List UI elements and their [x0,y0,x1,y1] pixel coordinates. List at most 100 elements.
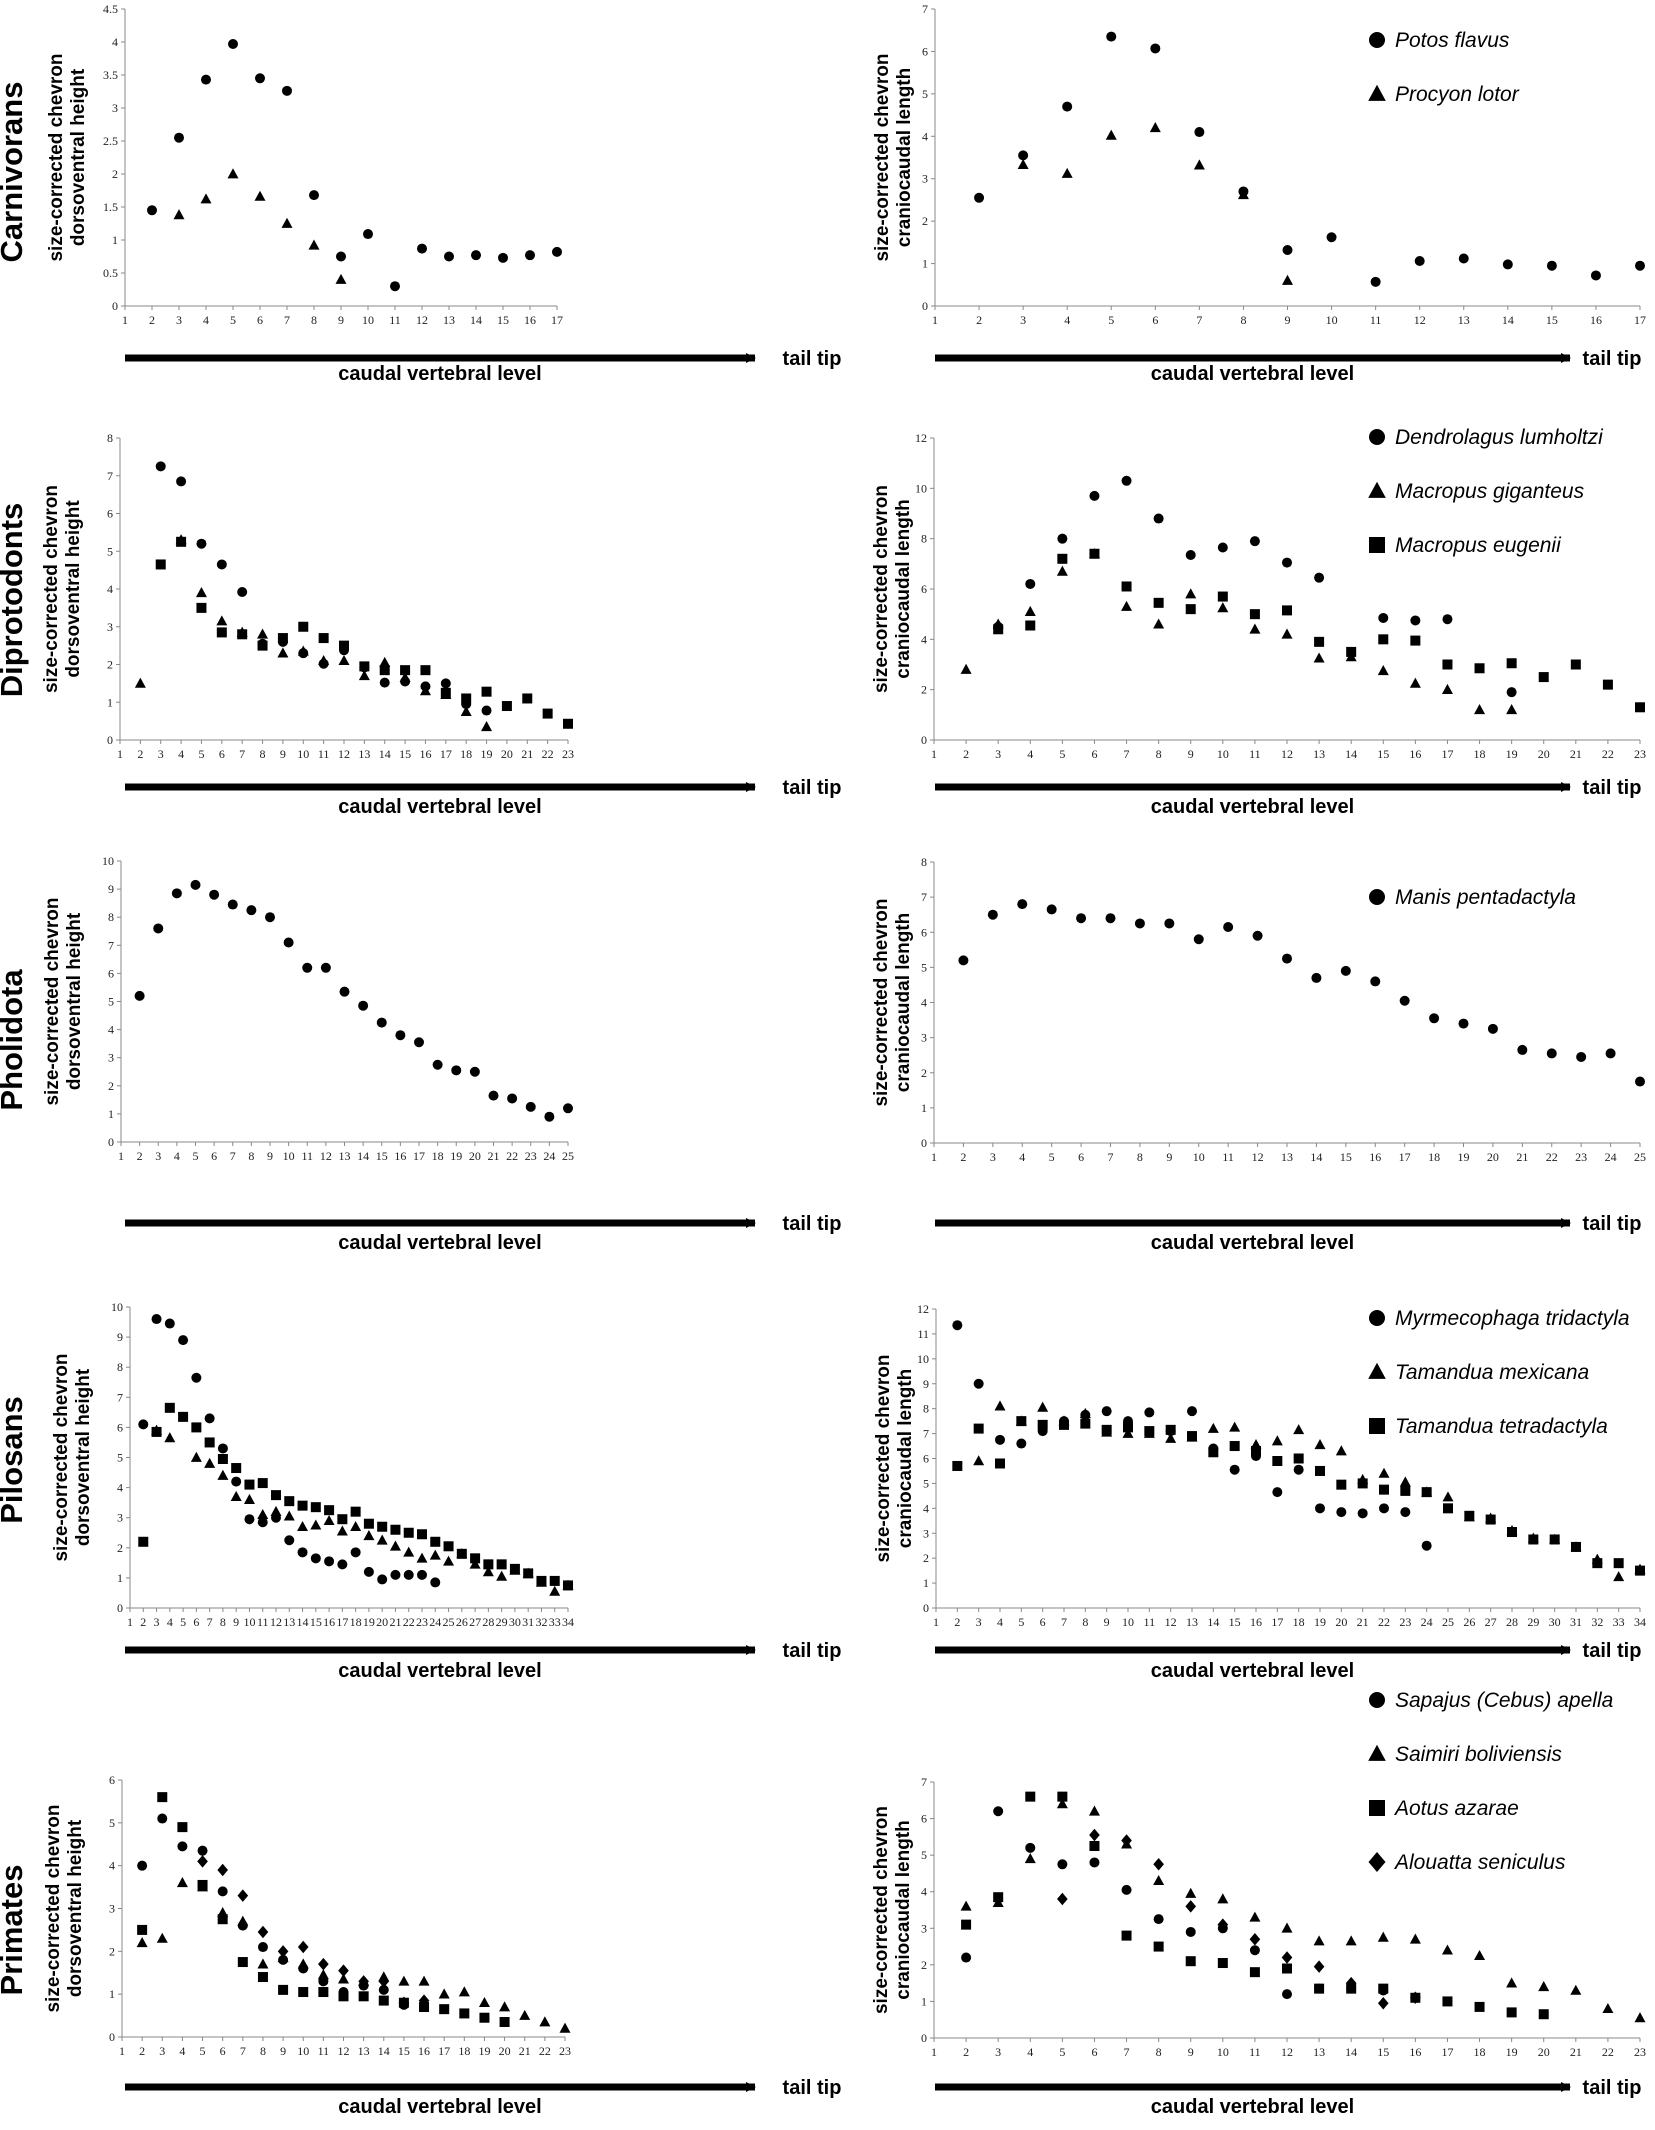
data-point-square [403,1527,414,1538]
legend: Manis pentadactyla [1369,886,1576,909]
legend-marker-circle [1369,429,1385,445]
data-point-circle [440,678,451,689]
x-tick-label: 14 [378,2044,390,2058]
x-tick-label: 13 [1313,2045,1325,2059]
data-point-square [479,2012,490,2023]
data-point-circle [1229,1464,1240,1475]
data-point-triangle [323,1514,335,1526]
data-point-square [1025,1791,1036,1802]
legend: Sapajus (Cebus) apella Saimiri boliviensi… [1368,1689,1613,1874]
x-tick-label: 12 [338,2044,350,2058]
x-tick-label: 8 [220,1615,226,1629]
x-tick-label: 4 [167,1615,173,1629]
x-tick-label: 4 [1027,747,1033,761]
x-tick-label: 14 [470,313,482,327]
y-tick-label: 4 [922,129,928,143]
x-tick-label: 26 [1463,1615,1475,1629]
y-axis-label: size-corrected chevron [42,897,63,1105]
data-point-square [1121,1930,1132,1941]
x-tick-label: 8 [1156,747,1162,761]
x-tick-label: 2 [139,2044,145,2058]
x-tick-label: 17 [440,747,452,761]
data-point-circle [987,909,998,920]
data-point-square [456,1548,467,1559]
x-tick-label: 34 [562,1615,574,1629]
data-point-circle [320,962,331,973]
x-tick-label: 16 [1250,1615,1262,1629]
x-tick-label: 22 [539,2044,551,2058]
x-tick-label: 2 [137,747,143,761]
data-point-triangle [1207,1422,1219,1433]
data-point-circle [498,252,508,263]
y-tick-label: 3 [117,1511,123,1525]
x-tick-label: 23 [1399,1615,1411,1629]
y-tick-label: 0 [922,299,928,313]
data-point-square [1229,1441,1240,1452]
x-tick-label: 11 [1222,1150,1234,1164]
y-tick-label: 6 [921,1812,927,1826]
x-tick-label: 18 [1474,2045,1486,2059]
x-tick-label: 9 [1285,313,1291,327]
x-tick-label: 2 [140,1615,146,1629]
data-point-triangle [1024,605,1036,616]
data-point-triangle [1570,1984,1582,1995]
tail-tip-label: tail tip [1583,348,1642,370]
x-tick-label: 5 [1049,1150,1055,1164]
x-tick-label: 9 [267,1149,273,1163]
y-tick-label: 2 [921,1066,927,1080]
y-tick-label: 6 [923,1452,929,1466]
data-point-triangle [469,1558,481,1569]
data-point-circle [1187,1406,1197,1417]
x-tick-label: 24 [1605,1150,1617,1164]
y-tick-label: 9 [117,1330,123,1344]
x-tick-label: 17 [413,1149,425,1163]
x-tick-label: 17 [551,313,563,327]
x-axis-label: caudal vertebral level [338,1232,541,1254]
x-tick-label: 21 [521,747,533,761]
data-point-triangle [973,1455,985,1466]
data-point-square [1336,1479,1347,1490]
data-point-circle [196,538,207,549]
tail-tip-label: tail tip [783,777,842,799]
x-tick-label: 12 [320,1149,332,1163]
data-point-circle [157,1813,168,1824]
y-axis-label: size-corrected chevron [46,53,67,261]
data-point-triangle [1399,1476,1411,1487]
x-tick-label: 21 [519,2044,531,2058]
data-point-circle [1249,1945,1260,1956]
x-tick-label: 29 [496,1615,508,1629]
x-tick-label: 2 [960,1150,966,1164]
x-tick-label: 17 [1271,1615,1283,1629]
data-point-square [419,2002,430,2013]
x-tick-label: 17 [1441,747,1453,761]
data-point-triangle [481,721,493,732]
data-point-triangle [164,1432,176,1443]
data-point-circle [1025,1842,1036,1853]
y-tick-label: 1 [109,1987,115,2001]
data-point-triangle [416,1552,428,1563]
y-axis-label: size-corrected chevron [872,53,893,261]
data-point-circle [339,986,350,997]
x-axis-label: caudal vertebral level [338,1660,541,1682]
data-point-triangle [960,1900,972,1911]
data-point-triangle [335,273,347,284]
y-tick-label: 3 [922,172,928,186]
x-tick-label: 8 [260,747,266,761]
data-point-circle [1217,542,1228,553]
data-point-circle [358,1000,369,1011]
x-tick-label: 2 [963,2045,969,2059]
data-point-circle [1025,578,1036,589]
x-tick-label: 17 [336,1615,348,1629]
y-tick-label: 3 [109,1902,115,1916]
y-tick-label: 1 [107,695,113,709]
data-point-square [337,1514,348,1525]
y-tick-label: 5 [107,544,113,558]
y-axis-label: craniocaudal length [895,1369,916,1548]
data-point-square [155,559,166,570]
data-point-triangle [227,168,239,179]
data-point-circle [974,192,985,203]
data-point-square [961,1919,972,1930]
data-point-triangle [270,1505,282,1516]
data-point-square [509,1563,520,1574]
